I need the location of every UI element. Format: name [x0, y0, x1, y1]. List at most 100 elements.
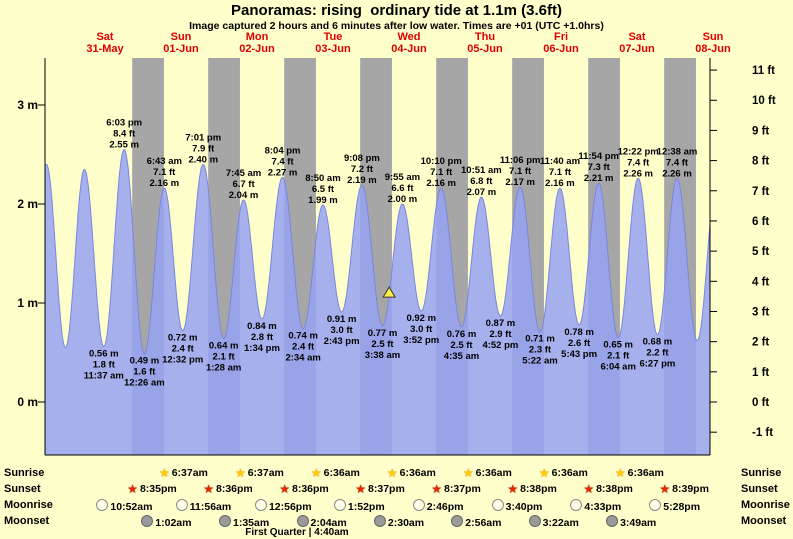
day-date: 05-Jun [453, 43, 517, 55]
sunset-star-icon: ★ [279, 484, 290, 494]
moonset-item: 3:22am [529, 515, 579, 529]
astro-row-label-moonrise: Moonrise [741, 499, 790, 511]
moonrise-time: 11:56am [190, 501, 231, 513]
sunrise-star-icon: ★ [463, 468, 474, 478]
y-axis-label-m: 3 m [17, 98, 38, 112]
day-label: Sat07-Jun [605, 31, 669, 55]
sunset-time: 8:36pm [216, 483, 253, 495]
sunset-star-icon: ★ [583, 484, 594, 494]
moonset-item: 3:49am [606, 515, 656, 529]
y-axis-label-ft: 8 ft [752, 156, 769, 168]
astro-row-label-sunset: Sunset [741, 483, 778, 495]
sunrise-time: 6:36am [552, 467, 588, 479]
moonset-time: 2:30am [388, 517, 424, 529]
y-axis-label-ft: 0 ft [752, 397, 769, 409]
tide-high-annotation: 12:22 pm7.4 ft2.26 m [618, 146, 659, 179]
sunrise-item: ★6:36am [463, 467, 512, 481]
astro-row-label-moonrise: Moonrise [4, 499, 53, 511]
moonrise-time: 12:56pm [269, 501, 312, 513]
moonrise-time: 10:52am [110, 501, 152, 513]
sunset-item: ★8:36pm [203, 483, 253, 497]
day-label: Fri06-Jun [529, 31, 593, 55]
moonrise-icon [492, 499, 504, 511]
sunset-item: ★8:37pm [431, 483, 481, 497]
moonset-item: 1:02am [141, 515, 191, 529]
moonset-icon [374, 515, 386, 527]
y-axis-label-ft: 5 ft [752, 246, 769, 258]
moonset-item: 2:30am [374, 515, 424, 529]
moonrise-icon [649, 499, 661, 511]
y-axis-label-ft: 2 ft [752, 337, 769, 349]
sunset-item: ★8:38pm [507, 483, 557, 497]
moonrise-icon [334, 499, 346, 511]
day-name: Wed [377, 31, 441, 43]
moonrise-icon [413, 499, 425, 511]
astro-row-label-moonset: Moonset [741, 515, 786, 527]
sunrise-time: 6:36am [324, 467, 360, 479]
moonrise-time: 5:28pm [663, 501, 700, 513]
sunrise-star-icon: ★ [539, 468, 550, 478]
sunrise-time: 6:37am [248, 467, 284, 479]
day-date: 01-Jun [149, 43, 213, 55]
y-axis-label-ft: 9 ft [752, 125, 769, 137]
day-date: 04-Jun [377, 43, 441, 55]
moonrise-icon [96, 499, 108, 511]
sunset-time: 8:36pm [292, 483, 329, 495]
tide-high-annotation: 11:40 am7.1 ft2.16 m [540, 156, 580, 189]
y-axis-label-ft: -1 ft [752, 427, 773, 439]
sunset-star-icon: ★ [431, 484, 442, 494]
sunrise-item: ★6:37am [235, 467, 284, 481]
sunrise-item: ★6:36am [387, 467, 436, 481]
moonset-icon [219, 515, 231, 527]
moon-phase-note: First Quarter | 4:40am [217, 527, 377, 538]
moonset-time: 1:02am [155, 517, 191, 529]
sunset-star-icon: ★ [659, 484, 670, 494]
day-label: Mon02-Jun [225, 31, 289, 55]
y-axis-label-ft: 7 ft [752, 186, 769, 198]
day-date: 31-May [73, 43, 137, 55]
y-axis-label-ft: 10 ft [752, 95, 776, 107]
moonrise-item: 11:56am [176, 499, 231, 513]
moonrise-icon [176, 499, 188, 511]
sunrise-item: ★6:37am [159, 467, 208, 481]
sunrise-star-icon: ★ [235, 468, 246, 478]
astro-row-label-moonset: Moonset [4, 515, 49, 527]
sunrise-star-icon: ★ [615, 468, 626, 478]
y-axis-label-m: 1 m [17, 296, 38, 310]
moonrise-icon [570, 499, 582, 511]
moonset-time: 3:49am [620, 517, 656, 529]
sunrise-item: ★6:36am [311, 467, 360, 481]
day-name: Tue [301, 31, 365, 43]
sunset-time: 8:38pm [596, 483, 633, 495]
sunrise-item: ★6:36am [615, 467, 664, 481]
moonrise-time: 4:33pm [584, 501, 621, 513]
astro-row-label-sunrise: Sunrise [741, 467, 781, 479]
sunset-star-icon: ★ [507, 484, 518, 494]
moonset-time: 2:56am [465, 517, 501, 529]
y-axis-label-m: 0 m [17, 395, 38, 409]
day-label: Wed04-Jun [377, 31, 441, 55]
moonset-icon [451, 515, 463, 527]
sunset-time: 8:35pm [140, 483, 177, 495]
moonrise-item: 12:56pm [255, 499, 312, 513]
moonrise-time: 3:40pm [506, 501, 543, 513]
moonrise-time: 1:52pm [348, 501, 385, 513]
moonrise-item: 10:52am [96, 499, 152, 513]
astro-row-label-sunset: Sunset [4, 483, 41, 495]
sunset-item: ★8:37pm [355, 483, 405, 497]
y-axis-label-ft: 4 ft [752, 276, 769, 288]
sunrise-star-icon: ★ [311, 468, 322, 478]
sunset-star-icon: ★ [203, 484, 214, 494]
sunset-item: ★8:39pm [659, 483, 709, 497]
page-title: Panoramas: rising ordinary tide at 1.1m … [0, 2, 793, 19]
astro-row-label-sunrise: Sunrise [4, 467, 44, 479]
day-label: Sat31-May [73, 31, 137, 55]
day-date: 07-Jun [605, 43, 669, 55]
sunset-item: ★8:36pm [279, 483, 329, 497]
sunset-star-icon: ★ [127, 484, 138, 494]
moonset-icon [297, 515, 309, 527]
y-axis-label-ft: 3 ft [752, 306, 769, 318]
moonset-item: 2:56am [451, 515, 501, 529]
day-label: Tue03-Jun [301, 31, 365, 55]
moonrise-item: 3:40pm [492, 499, 543, 513]
